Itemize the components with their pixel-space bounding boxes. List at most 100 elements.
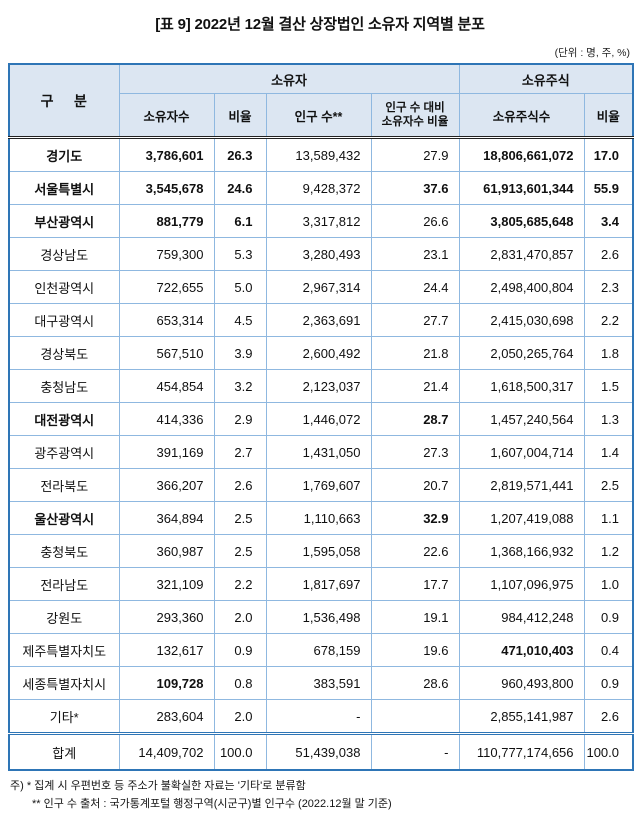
table-row: 울산광역시 364,894 2.5 1,110,663 32.9 1,207,419,08… bbox=[8, 501, 634, 535]
cell-population: 13,589,432 bbox=[265, 137, 372, 172]
cell-share-count: 2,855,141,987 bbox=[458, 699, 585, 734]
header-sub-row: 소유자수 비율 인구 수** 인구 수 대비 소유자수 비율 소유주식수 비율 bbox=[9, 93, 634, 139]
cell-share-ratio: 100.0 bbox=[583, 732, 634, 771]
cell-owner-ratio: 2.6 bbox=[213, 468, 267, 502]
cell-region: 합계 bbox=[8, 732, 120, 771]
cell-share-count: 2,415,030,698 bbox=[458, 303, 585, 337]
cell-share-ratio: 2.6 bbox=[583, 237, 634, 271]
footnote-2: ** 인구 수 출처 : 국가통계포털 행정구역(시군구)별 인구수 (2022… bbox=[32, 797, 392, 810]
cell-owner-ratio: 100.0 bbox=[213, 732, 267, 771]
cell-owner-ratio: 2.0 bbox=[213, 600, 267, 634]
cell-region: 서울특별시 bbox=[8, 171, 120, 205]
cell-owner-count: 109,728 bbox=[118, 666, 215, 700]
cell-owner-to-population-ratio: 19.1 bbox=[370, 600, 460, 634]
cell-owner-count: 3,786,601 bbox=[118, 137, 215, 172]
cell-owner-to-population-ratio: 19.6 bbox=[370, 633, 460, 667]
cell-owner-count: 881,779 bbox=[118, 204, 215, 238]
cell-population: 2,123,037 bbox=[265, 369, 372, 403]
cell-population: 1,536,498 bbox=[265, 600, 372, 634]
cell-owner-to-population-ratio: 27.3 bbox=[370, 435, 460, 469]
table-row: 부산광역시 881,779 6.1 3,317,812 26.6 3,805,685,64… bbox=[8, 204, 634, 238]
cell-share-ratio: 0.4 bbox=[583, 633, 634, 667]
header-group-row: 구 분 소유자 소유주식 bbox=[8, 63, 634, 139]
table-row: 인천광역시 722,655 5.0 2,967,314 24.4 2,498,400,80… bbox=[8, 270, 634, 304]
cell-share-ratio: 1.2 bbox=[583, 534, 634, 568]
cell-population: 51,439,038 bbox=[265, 732, 372, 771]
cell-share-ratio: 1.3 bbox=[583, 402, 634, 436]
cell-owner-to-population-ratio: 27.9 bbox=[370, 137, 460, 172]
cell-share-ratio: 1.8 bbox=[583, 336, 634, 370]
table-row: 광주광역시 391,169 2.7 1,431,050 27.3 1,607,004,71… bbox=[8, 435, 634, 469]
cell-owner-ratio: 2.0 bbox=[213, 699, 267, 734]
table-body: 경기도 3,786,601 26.3 13,589,432 27.9 18,806,661… bbox=[8, 137, 634, 771]
cell-region: 기타* bbox=[8, 699, 120, 734]
cell-owner-ratio: 2.5 bbox=[213, 534, 267, 568]
cell-share-count: 1,107,096,975 bbox=[458, 567, 585, 601]
cell-region: 전라남도 bbox=[8, 567, 120, 601]
cell-share-count: 471,010,403 bbox=[458, 633, 585, 667]
cell-population: 383,591 bbox=[265, 666, 372, 700]
cell-owner-to-population-ratio: 17.7 bbox=[370, 567, 460, 601]
footnote-1: 주) * 집계 시 우편번호 등 주소가 불확실한 자료는 '기타'로 분류함 bbox=[10, 780, 306, 792]
table-row: 경상남도 759,300 5.3 3,280,493 23.1 2,831,470,857… bbox=[8, 237, 634, 271]
cell-share-ratio: 2.5 bbox=[583, 468, 634, 502]
cell-owner-ratio: 2.2 bbox=[213, 567, 267, 601]
cell-share-count: 2,831,470,857 bbox=[458, 237, 585, 271]
cell-owner-to-population-ratio: 24.4 bbox=[370, 270, 460, 304]
cell-owner-ratio: 2.9 bbox=[213, 402, 267, 436]
cell-region: 세종특별자치시 bbox=[8, 666, 120, 700]
cell-share-ratio: 1.4 bbox=[583, 435, 634, 469]
cell-population: 678,159 bbox=[265, 633, 372, 667]
cell-population: 1,446,072 bbox=[265, 402, 372, 436]
col-header-share-ratio: 비율 bbox=[583, 93, 634, 139]
table-row: 충청남도 454,854 3.2 2,123,037 21.4 1,618,500,317… bbox=[8, 369, 634, 403]
cell-population: 1,817,697 bbox=[265, 567, 372, 601]
cell-share-ratio: 3.4 bbox=[583, 204, 634, 238]
cell-share-count: 1,207,419,088 bbox=[458, 501, 585, 535]
cell-share-count: 18,806,661,072 bbox=[458, 137, 585, 172]
footnotes: 주) * 집계 시 우편번호 등 주소가 불확실한 자료는 '기타'로 분류함 … bbox=[8, 771, 632, 813]
cell-owner-to-population-ratio: 28.6 bbox=[370, 666, 460, 700]
cell-region: 충청북도 bbox=[8, 534, 120, 568]
table-row: 충청북도 360,987 2.5 1,595,058 22.6 1,368,166,932… bbox=[8, 534, 634, 568]
cell-share-ratio: 17.0 bbox=[583, 137, 634, 172]
cell-population: 2,363,691 bbox=[265, 303, 372, 337]
cell-owner-to-population-ratio: 32.9 bbox=[370, 501, 460, 535]
cell-share-ratio: 0.9 bbox=[583, 666, 634, 700]
cell-population: 3,280,493 bbox=[265, 237, 372, 271]
col-header-category: 구 분 bbox=[8, 63, 120, 139]
table-row: 경기도 3,786,601 26.3 13,589,432 27.9 18,806,661… bbox=[8, 137, 634, 172]
cell-owner-ratio: 3.2 bbox=[213, 369, 267, 403]
cell-owner-count: 391,169 bbox=[118, 435, 215, 469]
unit-note: (단위 : 명, 주, %) bbox=[554, 47, 630, 59]
col-group-owner: 소유자 bbox=[118, 63, 460, 94]
cell-share-count: 984,412,248 bbox=[458, 600, 585, 634]
cell-region: 인천광역시 bbox=[8, 270, 120, 304]
cell-owner-ratio: 2.5 bbox=[213, 501, 267, 535]
cell-owner-to-population-ratio: 28.7 bbox=[370, 402, 460, 436]
cell-owner-to-population-ratio: 37.6 bbox=[370, 171, 460, 205]
cell-owner-ratio: 3.9 bbox=[213, 336, 267, 370]
cell-share-ratio: 1.5 bbox=[583, 369, 634, 403]
region-distribution-table: 구 분 소유자 소유주식 소유자수 비율 인구 수** 인구 수 대비 소유자수… bbox=[8, 63, 635, 771]
cell-share-ratio: 2.6 bbox=[583, 699, 634, 734]
cell-share-count: 61,913,601,344 bbox=[458, 171, 585, 205]
cell-owner-ratio: 2.7 bbox=[213, 435, 267, 469]
cell-owner-ratio: 5.3 bbox=[213, 237, 267, 271]
cell-region: 경상북도 bbox=[8, 336, 120, 370]
cell-share-count: 2,498,400,804 bbox=[458, 270, 585, 304]
table-row: 세종특별자치시 109,728 0.8 383,591 28.6 960,493,800 0… bbox=[8, 666, 634, 700]
cell-owner-to-population-ratio: 26.6 bbox=[370, 204, 460, 238]
cell-share-ratio: 55.9 bbox=[583, 171, 634, 205]
cell-share-count: 2,050,265,764 bbox=[458, 336, 585, 370]
col-group-shares: 소유주식 bbox=[458, 63, 634, 94]
cell-population: 2,967,314 bbox=[265, 270, 372, 304]
cell-region: 대구광역시 bbox=[8, 303, 120, 337]
cell-owner-ratio: 6.1 bbox=[213, 204, 267, 238]
cell-region: 울산광역시 bbox=[8, 501, 120, 535]
table-row: 대구광역시 653,314 4.5 2,363,691 27.7 2,415,030,69… bbox=[8, 303, 634, 337]
cell-population: 1,431,050 bbox=[265, 435, 372, 469]
cell-owner-to-population-ratio: 21.4 bbox=[370, 369, 460, 403]
cell-share-count: 1,368,166,932 bbox=[458, 534, 585, 568]
cell-owner-count: 360,987 bbox=[118, 534, 215, 568]
